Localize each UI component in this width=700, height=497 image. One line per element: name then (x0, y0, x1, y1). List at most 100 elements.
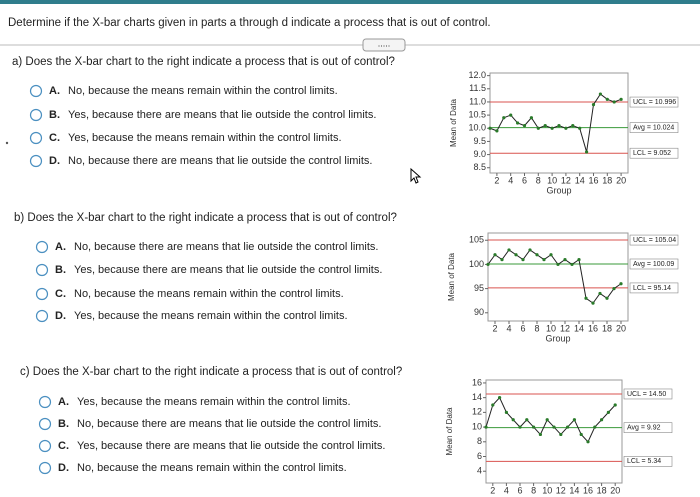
limit-label-box (629, 147, 679, 159)
limit-label: Avg = 10.024 (633, 124, 674, 131)
data-point (572, 418, 577, 422)
option-letter[interactable]: C. (49, 132, 60, 144)
x-axis-label: Group (545, 333, 570, 343)
data-line (489, 93, 622, 153)
y-tick-label: 12.0 (468, 70, 486, 80)
data-point (559, 432, 563, 437)
data-point (586, 440, 590, 444)
data-point (516, 121, 520, 125)
radio-button[interactable] (35, 309, 49, 323)
option-letter[interactable]: A. (49, 85, 60, 97)
option-text[interactable]: No, because there are means that lie out… (77, 418, 382, 430)
option-text[interactable]: No, because the means remain within the … (77, 462, 347, 474)
data-point (491, 403, 495, 407)
plot-area (485, 379, 623, 484)
option-text[interactable]: Yes, because the means remain within the… (68, 132, 342, 144)
data-point (507, 248, 511, 252)
option-text[interactable]: Yes, because the means remain within the… (74, 310, 348, 322)
y-tick-label: 11.0 (469, 96, 486, 106)
option-text[interactable]: Yes, because there are means that lie ou… (74, 264, 382, 276)
data-point (486, 262, 490, 267)
limit-label-box (629, 122, 679, 133)
option-text[interactable]: Yes, because there are means that lie ou… (77, 440, 385, 452)
option-letter[interactable]: A. (55, 241, 66, 253)
limit-label: UCL = 10.996 (633, 99, 676, 106)
x-axis-label: Group (546, 185, 571, 195)
y-tick-label: 10 (472, 421, 482, 431)
x-tick-label: 18 (602, 323, 612, 333)
data-point (606, 410, 611, 414)
data-point (498, 396, 502, 400)
option-letter[interactable]: B. (49, 109, 60, 121)
y-axis-label: Mean of Data (445, 407, 454, 456)
option-letter[interactable]: B. (58, 418, 69, 430)
option-letter[interactable]: B. (55, 264, 66, 276)
data-point (571, 124, 575, 128)
option-text[interactable]: No, because there are means that lie out… (68, 155, 373, 167)
option-letter[interactable]: C. (55, 288, 66, 300)
option-letter[interactable]: D. (49, 155, 60, 167)
data-point (493, 253, 497, 257)
data-point (488, 126, 492, 130)
data-point (557, 124, 561, 128)
x-tick-label: 18 (602, 175, 612, 185)
radio-button[interactable] (38, 439, 52, 453)
option-letter[interactable]: D. (58, 462, 69, 474)
y-tick-label: 100 (469, 259, 484, 269)
option-letter[interactable]: D. (55, 310, 66, 322)
x-tick-label: 14 (575, 175, 585, 185)
x-tick-label: 12 (556, 485, 566, 495)
x-tick-label: 8 (536, 175, 541, 185)
option-text[interactable]: No, because the means remain within the … (68, 85, 338, 97)
data-point (600, 418, 604, 422)
data-point (528, 248, 532, 252)
limit-label-box (629, 234, 679, 246)
radio-button[interactable] (38, 395, 52, 409)
data-point (521, 257, 525, 262)
data-point (525, 418, 529, 422)
y-tick-label: 14 (472, 392, 482, 402)
x-tick-label: 4 (506, 323, 511, 333)
x-tick-label: 12 (561, 175, 571, 185)
option-text[interactable]: No, because there are means that lie out… (74, 241, 379, 253)
x-tick-label: 2 (490, 485, 495, 495)
radio-button[interactable] (38, 417, 52, 431)
data-point (593, 425, 597, 429)
y-tick-label: 9.5 (473, 136, 486, 146)
option-text[interactable]: Yes, because there are means that lie ou… (68, 109, 376, 121)
option-text[interactable]: Yes, because the means remain within the… (77, 396, 351, 408)
option-text[interactable]: No, because the means remain within the … (74, 288, 344, 300)
radio-button[interactable] (29, 108, 43, 122)
radio-button[interactable] (35, 263, 49, 277)
x-tick-label: 14 (569, 485, 579, 495)
radio-button[interactable] (35, 240, 49, 254)
option-letter[interactable]: A. (58, 396, 69, 408)
x-axis-label: Group (541, 495, 566, 497)
option-letter[interactable]: C. (58, 440, 69, 452)
question-prompt: a) Does the X-bar chart to the right ind… (12, 56, 395, 68)
header-title: Determine if the X-bar charts given in p… (8, 17, 491, 29)
data-point (504, 410, 508, 414)
data-point (598, 291, 602, 296)
y-tick-label: 4 (477, 466, 482, 476)
y-tick-label: 90 (474, 307, 484, 317)
radio-button[interactable] (29, 131, 43, 145)
limit-label-box (629, 258, 679, 270)
radio-button[interactable] (29, 154, 43, 168)
radio-button[interactable] (35, 287, 49, 301)
data-point (550, 126, 554, 130)
data-point (500, 257, 504, 262)
y-axis-label: Mean of Data (447, 252, 456, 301)
radio-button[interactable] (38, 461, 52, 475)
cursor (410, 167, 422, 184)
expand-dots[interactable]: ..... (378, 38, 391, 48)
data-point (484, 425, 488, 429)
expand-button[interactable] (362, 38, 406, 52)
data-point (535, 253, 539, 257)
data-point (556, 262, 560, 267)
x-tick-label: 10 (547, 175, 557, 185)
radio-button[interactable] (29, 84, 43, 98)
data-point (542, 257, 546, 262)
x-tick-label: 6 (522, 175, 527, 185)
limit-label-box (629, 282, 679, 294)
